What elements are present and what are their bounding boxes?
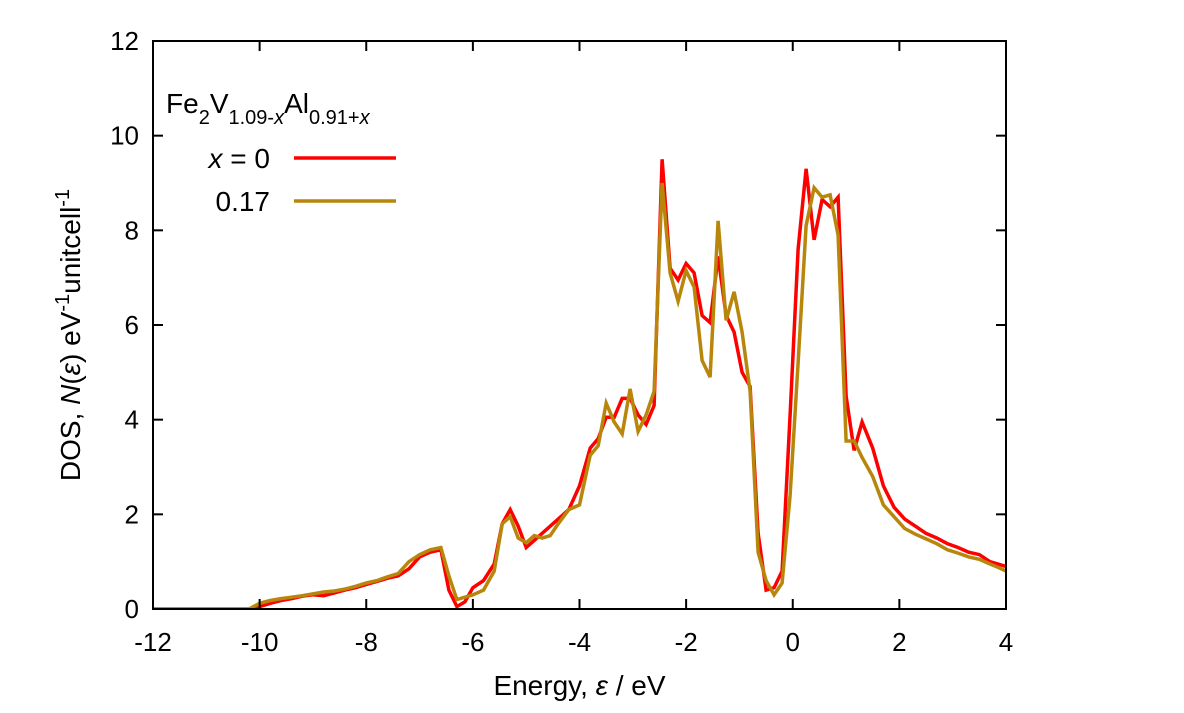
x-tick-label: -8 bbox=[355, 627, 378, 657]
series-line-x017 bbox=[153, 182, 1006, 609]
compound-annotation: Fe2V1.09-xAl0.91+x bbox=[166, 88, 371, 129]
x-tick-label: 0 bbox=[786, 627, 800, 657]
x-axis-label: Energy, ε / eV bbox=[493, 670, 665, 701]
y-tick-label: 12 bbox=[110, 26, 139, 56]
y-tick-label: 0 bbox=[125, 594, 139, 624]
y-axis-label: DOS, N(ε) eV-1unitcell-1 bbox=[52, 189, 86, 481]
x-tick-label: -6 bbox=[461, 627, 484, 657]
y-tick-label: 4 bbox=[125, 405, 139, 435]
y-tick-label: 8 bbox=[125, 215, 139, 245]
x-tick-label: 4 bbox=[999, 627, 1013, 657]
y-tick-label: 10 bbox=[110, 121, 139, 151]
x-tick-label: -12 bbox=[134, 627, 172, 657]
series-line-x0 bbox=[153, 159, 1006, 609]
y-tick-label: 2 bbox=[125, 499, 139, 529]
series-layer bbox=[153, 159, 1006, 609]
x-tick-label: -4 bbox=[568, 627, 591, 657]
legend-label: 0.17 bbox=[216, 186, 271, 217]
x-tick-label: 2 bbox=[892, 627, 906, 657]
x-tick-label: -2 bbox=[675, 627, 698, 657]
x-ticks: -12 -10 -8 -6 -4 -2 0 2 4 bbox=[134, 41, 1013, 657]
legend: x = 0 0.17 bbox=[207, 143, 396, 217]
x-tick-label: -10 bbox=[241, 627, 279, 657]
legend-label: x = 0 bbox=[207, 143, 270, 174]
y-ticks: 0 2 4 6 8 10 12 bbox=[110, 26, 1006, 624]
y-tick-label: 6 bbox=[125, 310, 139, 340]
